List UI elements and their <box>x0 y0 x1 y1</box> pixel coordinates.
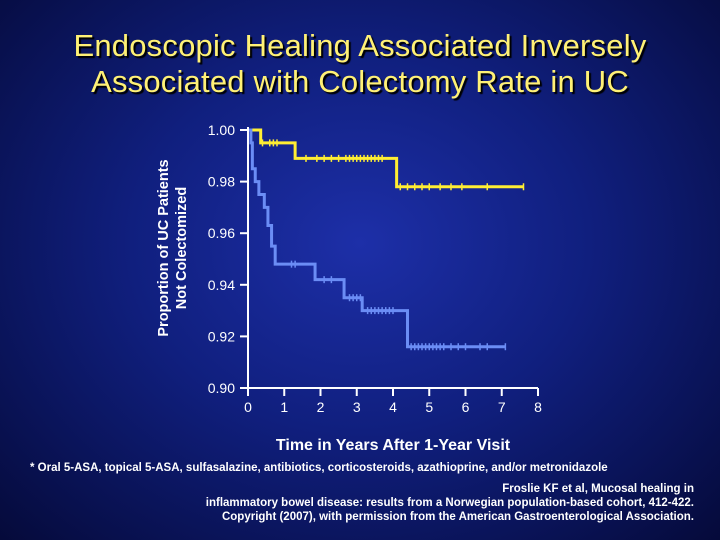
series-1 <box>248 128 525 191</box>
x-tick-label: 7 <box>498 399 506 415</box>
series-1-line <box>248 128 524 189</box>
x-tick-label: 2 <box>317 399 325 415</box>
y-tick-label: 0.90 <box>208 380 235 396</box>
y-tick-label: 0.96 <box>208 225 235 241</box>
slide-title: Endoscopic Healing Associated Inversely … <box>0 28 720 100</box>
citation-line-3: Copyright (2007), with permission from t… <box>221 511 694 523</box>
label-layer: Time in Years After 1-Year Visit Proporti… <box>156 159 511 454</box>
y-axis-title: Proportion of UC Patients Not Colectomize… <box>156 159 190 336</box>
y-tick-label: 1.00 <box>208 122 235 138</box>
citation-line-2: inflammatory bowel disease: results from… <box>205 497 694 509</box>
x-tick-label: 8 <box>534 399 542 415</box>
x-tick-label: 3 <box>353 399 361 415</box>
y-tick-label: 0.98 <box>208 174 235 190</box>
slide-title-line-1: Endoscopic Healing Associated Inversely <box>73 28 647 63</box>
y-tick-label: 0.94 <box>208 277 235 293</box>
citation: Froslie KF et al, Mucosal healing in inf… <box>206 482 694 524</box>
x-axis-title: Time in Years After 1-Year Visit <box>276 437 511 454</box>
y-axis-title-line-2: Not Colectomized <box>174 187 190 309</box>
x-tick-label: 5 <box>425 399 433 415</box>
x-tick-label: 1 <box>280 399 288 415</box>
slide-title-line-2: Associated with Colectomy Rate in UC <box>91 64 629 99</box>
citation-line-1: Froslie KF et al, Mucosal healing in <box>502 483 694 495</box>
x-tick-label: 6 <box>462 399 470 415</box>
series-layer <box>248 128 525 351</box>
y-tick-label: 0.92 <box>208 328 235 344</box>
series-2-line <box>248 128 506 349</box>
x-tick-label: 0 <box>244 399 252 415</box>
x-tick-label: 4 <box>389 399 397 415</box>
y-axis-title-line-1: Proportion of UC Patients <box>156 159 172 336</box>
footnote: * Oral 5-ASA, topical 5-ASA, sulfasalazi… <box>30 462 608 474</box>
axis-layer: 1.00 0.98 0.96 0.94 0.92 0.90 0 1 2 3 4 5 6 7 8 <box>208 122 542 415</box>
series-2 <box>248 128 507 351</box>
